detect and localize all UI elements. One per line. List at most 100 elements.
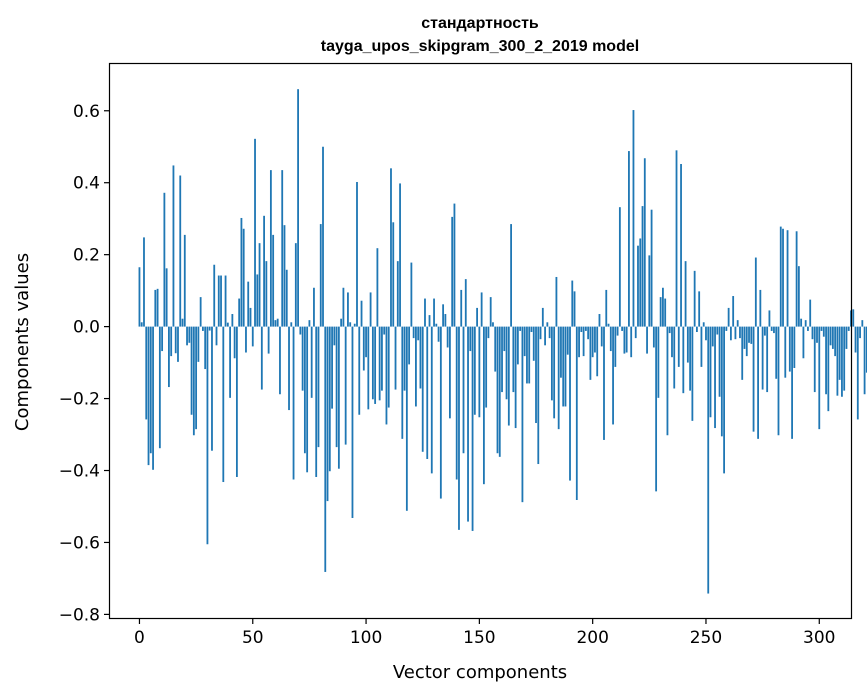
bar-component-114 [396,261,399,327]
bar-component-93 [349,322,352,327]
bar-component-4 [147,326,150,466]
bar-component-311 [843,326,846,391]
bar-component-221 [639,238,642,327]
bar-component-61 [276,318,279,327]
bar-component-270 [750,326,753,344]
bar-component-132 [437,326,440,342]
bar-component-212 [618,207,621,327]
bar-component-124 [419,326,422,389]
bar-component-252 [709,326,712,418]
bar-component-152 [482,326,485,485]
bar-component-108 [383,326,386,335]
bar-component-126 [424,298,426,327]
bar-component-72 [301,326,304,391]
bar-component-117 [403,326,406,391]
bar-component-293 [802,326,805,359]
bar-component-125 [421,326,424,452]
bar-component-76 [310,326,313,398]
bar-component-147 [471,326,474,531]
bar-component-139 [453,203,456,327]
bar-component-222 [641,206,644,327]
chart-title-line-2: tayga_upos_skipgram_300_2_2019 model [321,38,639,55]
bar-component-264 [736,320,739,327]
bar-component-67 [290,322,293,327]
bar-component-31 [208,326,211,331]
bar-component-191 [571,280,574,327]
bar-component-153 [485,326,488,408]
bar-component-177 [539,326,542,340]
bar-component-118 [405,326,408,511]
bar-component-104 [374,326,377,404]
bar-component-192 [573,291,576,327]
bar-component-148 [473,326,476,415]
bar-component-6 [152,326,154,470]
bar-component-39 [226,322,229,327]
bar-component-136 [446,326,449,348]
bar-component-304 [827,326,830,412]
bar-component-204 [600,326,603,347]
bar-component-96 [356,181,358,327]
bar-component-217 [630,326,633,358]
bar-component-256 [718,326,721,397]
x-tick-label: 200 [576,628,608,648]
bar-component-239 [680,164,682,327]
bar-component-119 [408,326,411,365]
bar-component-200 [591,326,594,358]
bar-component-203 [598,314,601,327]
bar-component-44 [238,298,241,327]
bar-component-33 [213,264,216,327]
bar-component-168 [519,326,522,331]
y-tick-label: 0.2 [73,246,100,266]
bar-component-46 [242,228,245,327]
bar-component-288 [791,326,793,439]
bar-component-189 [566,326,569,355]
bar-component-258 [723,326,725,474]
bar-component-241 [684,261,687,327]
bar-component-48 [247,281,250,327]
bar-component-75 [308,320,311,327]
bar-component-163 [507,326,510,426]
bar-component-79 [317,326,320,448]
bar-component-123 [417,326,420,341]
bar-component-51 [254,138,256,327]
bar-component-235 [671,326,673,358]
bar-component-292 [800,318,803,327]
bar-component-205 [603,326,605,440]
bar-component-34 [215,326,218,346]
bar-component-85 [331,326,333,409]
bar-component-3 [145,326,148,420]
bar-component-50 [251,326,254,347]
bar-component-102 [369,292,372,327]
bar-component-263 [734,326,737,340]
bar-component-227 [652,326,655,348]
bar-component-57 [267,326,270,354]
bar-component-167 [516,326,519,365]
bar-component-70 [297,89,299,327]
bar-component-181 [548,326,551,339]
bar-component-149 [476,307,478,327]
bar-component-218 [632,110,635,327]
bar-component-54 [260,326,263,390]
bar-component-185 [557,326,560,430]
bar-component-101 [367,326,370,410]
bar-component-282 [777,326,780,436]
x-tick-label: 100 [350,628,382,648]
bar-component-188 [564,326,567,407]
bar-component-38 [224,275,227,327]
bar-component-266 [741,326,744,380]
bar-component-106 [378,326,381,401]
bar-component-129 [430,326,433,474]
chart-title-line-1: стандартность [421,15,539,32]
y-tick-label: 0.4 [73,174,100,194]
bar-component-199 [589,326,592,380]
bar-component-20 [183,234,186,327]
bar-component-202 [596,326,599,377]
y-tick-label: −0.6 [59,533,100,553]
bar-component-207 [607,323,610,327]
bar-component-178 [541,307,544,327]
bar-component-91 [344,326,347,445]
bar-component-140 [455,326,458,480]
bar-component-90 [342,287,345,327]
bar-component-105 [376,248,379,327]
